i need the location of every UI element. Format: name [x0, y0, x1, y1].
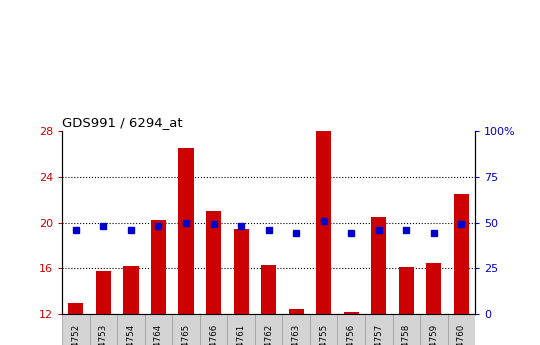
Bar	[90, 314, 117, 345]
Text: GSM34752: GSM34752	[71, 324, 80, 345]
Bar	[151, 220, 166, 314]
Text: GSM34762: GSM34762	[264, 324, 273, 345]
Bar	[448, 314, 475, 345]
Bar	[117, 314, 145, 345]
Bar	[399, 267, 414, 314]
Bar	[200, 314, 227, 345]
Bar	[123, 266, 139, 314]
Bar	[454, 194, 469, 314]
Text: GSM34764: GSM34764	[154, 324, 163, 345]
Bar	[96, 270, 111, 314]
Bar	[316, 131, 332, 314]
Bar	[261, 265, 276, 314]
Bar	[206, 211, 221, 314]
Text: GSM34757: GSM34757	[374, 324, 383, 345]
Text: GSM34754: GSM34754	[126, 324, 136, 345]
Text: GSM34760: GSM34760	[457, 324, 466, 345]
Bar	[172, 314, 200, 345]
Text: GSM34756: GSM34756	[347, 324, 356, 345]
Bar	[426, 263, 442, 314]
Bar	[420, 314, 448, 345]
Bar	[233, 229, 249, 314]
Bar	[282, 314, 310, 345]
Text: GSM34755: GSM34755	[319, 324, 328, 345]
Bar	[338, 314, 365, 345]
Bar	[178, 148, 194, 314]
Text: GSM34759: GSM34759	[429, 324, 438, 345]
Bar	[145, 314, 172, 345]
Text: GSM34758: GSM34758	[402, 324, 411, 345]
Text: GSM34761: GSM34761	[237, 324, 246, 345]
Bar	[343, 312, 359, 314]
Text: GSM34753: GSM34753	[99, 324, 108, 345]
Bar	[365, 314, 393, 345]
Text: GSM34763: GSM34763	[292, 324, 301, 345]
Text: GSM34766: GSM34766	[209, 324, 218, 345]
Text: GSM34765: GSM34765	[181, 324, 191, 345]
Bar	[255, 314, 282, 345]
Bar	[393, 314, 420, 345]
Bar	[227, 314, 255, 345]
Bar	[288, 309, 304, 314]
Bar	[310, 314, 338, 345]
Bar	[68, 303, 84, 314]
Bar	[62, 314, 90, 345]
Bar	[371, 217, 387, 314]
Text: GDS991 / 6294_at: GDS991 / 6294_at	[62, 116, 183, 129]
